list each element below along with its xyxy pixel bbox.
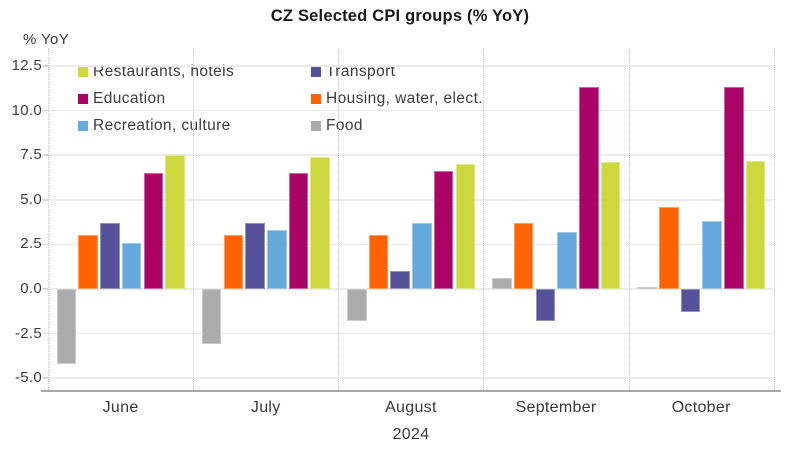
legend-swatch-icon: [78, 93, 88, 104]
bar-education-august: [433, 171, 454, 289]
legend-item-transport: Transport: [311, 63, 483, 81]
legend-item-housing-water-elect: Housing, water, elect.: [311, 90, 483, 108]
bar-restaurants-hotels-october: [745, 160, 766, 289]
legend-item-food: Food: [311, 117, 483, 135]
gridline-12.5: [48, 65, 774, 67]
bar-education-october: [724, 87, 744, 289]
y-tick-label: 2.5: [20, 235, 42, 253]
bar-restaurants-hotels-august: [455, 164, 476, 289]
legend: Restaurants, hotels Transport Education Hou…: [78, 58, 483, 139]
gridline-10.0: [48, 109, 774, 112]
legend-item-restaurants-hotels: Restaurants, hotels: [78, 63, 311, 81]
month-separator-line: [193, 48, 195, 390]
y-tick-label: 7.5: [20, 146, 42, 164]
gridline-2.5: [48, 243, 774, 246]
bar-education-june: [143, 173, 164, 289]
bar-transport-september: [535, 289, 556, 322]
bar-housing-water-elect-july: [223, 235, 244, 289]
legend-swatch-icon: [78, 120, 88, 131]
bar-housing-water-elect-september: [513, 222, 534, 289]
bar-food-june: [56, 289, 77, 364]
legend-label: Transport: [326, 62, 396, 80]
y-tick-mark: [43, 332, 48, 335]
bar-food-october: [637, 287, 657, 290]
x-axis-year-label: 2024: [392, 426, 430, 443]
month-separator-line: [338, 48, 340, 390]
bar-recreation-culture-october: [702, 221, 723, 289]
gridline-0.0: [48, 288, 774, 290]
y-axis-unit-label: % YoY: [23, 31, 70, 48]
month-separator-line: [483, 48, 485, 390]
bar-restaurants-hotels-september: [600, 162, 621, 289]
month-separator-line: [48, 48, 49, 390]
gridline--5.0: [48, 377, 774, 379]
bar-housing-water-elect-october: [659, 206, 679, 289]
x-tick-label-august: August: [385, 399, 437, 416]
legend-label: Recreation, culture: [93, 116, 231, 134]
bar-food-july: [201, 289, 222, 345]
y-tick-label: 0.0: [20, 280, 42, 297]
month-separator-line: [628, 48, 630, 390]
gridline-5.0: [48, 199, 774, 201]
y-tick-label: -5.0: [14, 369, 42, 387]
legend-label: Education: [93, 89, 166, 107]
bar-housing-water-elect-june: [78, 235, 98, 289]
y-tick-mark: [43, 154, 48, 156]
legend-label: Food: [326, 116, 363, 134]
bar-restaurants-hotels-july: [310, 156, 330, 289]
bar-transport-june: [100, 222, 120, 289]
bar-restaurants-hotels-june: [165, 155, 185, 289]
bar-recreation-culture-july: [266, 230, 287, 289]
x-tick-label-october: October: [671, 399, 731, 416]
x-tick-label-july: July: [250, 399, 281, 416]
bar-housing-water-elect-august: [368, 235, 389, 289]
y-tick-mark: [43, 243, 48, 246]
x-tick-label-june: June: [102, 399, 139, 416]
bar-food-september: [492, 278, 512, 289]
legend-item-recreation-culture: Recreation, culture: [78, 117, 311, 135]
y-tick-mark: [43, 109, 48, 112]
legend-item-education: Education: [78, 90, 311, 108]
legend-label: Housing, water, elect.: [326, 89, 483, 107]
bar-education-september: [578, 87, 599, 289]
bar-transport-october: [680, 289, 701, 313]
y-tick-label: 12.5: [11, 57, 42, 74]
y-tick-mark: [43, 199, 48, 201]
gridline-7.5: [48, 154, 774, 156]
month-separator-line: [773, 48, 775, 390]
legend-swatch-icon: [311, 66, 321, 77]
y-tick-label: 10.0: [11, 101, 42, 119]
bar-recreation-culture-august: [412, 222, 432, 289]
bar-recreation-culture-september: [557, 231, 577, 289]
legend-swatch-icon: [311, 93, 321, 104]
y-tick-label: -2.5: [14, 324, 42, 342]
legend-label: Restaurants, hotels: [93, 62, 235, 80]
x-tick-label-september: September: [515, 399, 597, 416]
gridline--2.5: [48, 332, 774, 335]
y-tick-mark: [43, 377, 48, 379]
legend-swatch-icon: [311, 120, 321, 131]
x-axis-line: [41, 389, 781, 392]
y-tick-mark: [43, 288, 48, 290]
legend-swatch-icon: [78, 66, 88, 77]
bar-food-august: [347, 289, 367, 322]
bar-recreation-culture-june: [121, 242, 142, 289]
y-tick-label: 5.0: [20, 190, 42, 208]
bar-transport-august: [390, 271, 410, 289]
bar-transport-july: [245, 222, 265, 289]
chart-title: CZ Selected CPI groups (% YoY): [270, 7, 530, 25]
y-tick-mark: [43, 65, 48, 67]
bar-education-july: [288, 173, 309, 289]
